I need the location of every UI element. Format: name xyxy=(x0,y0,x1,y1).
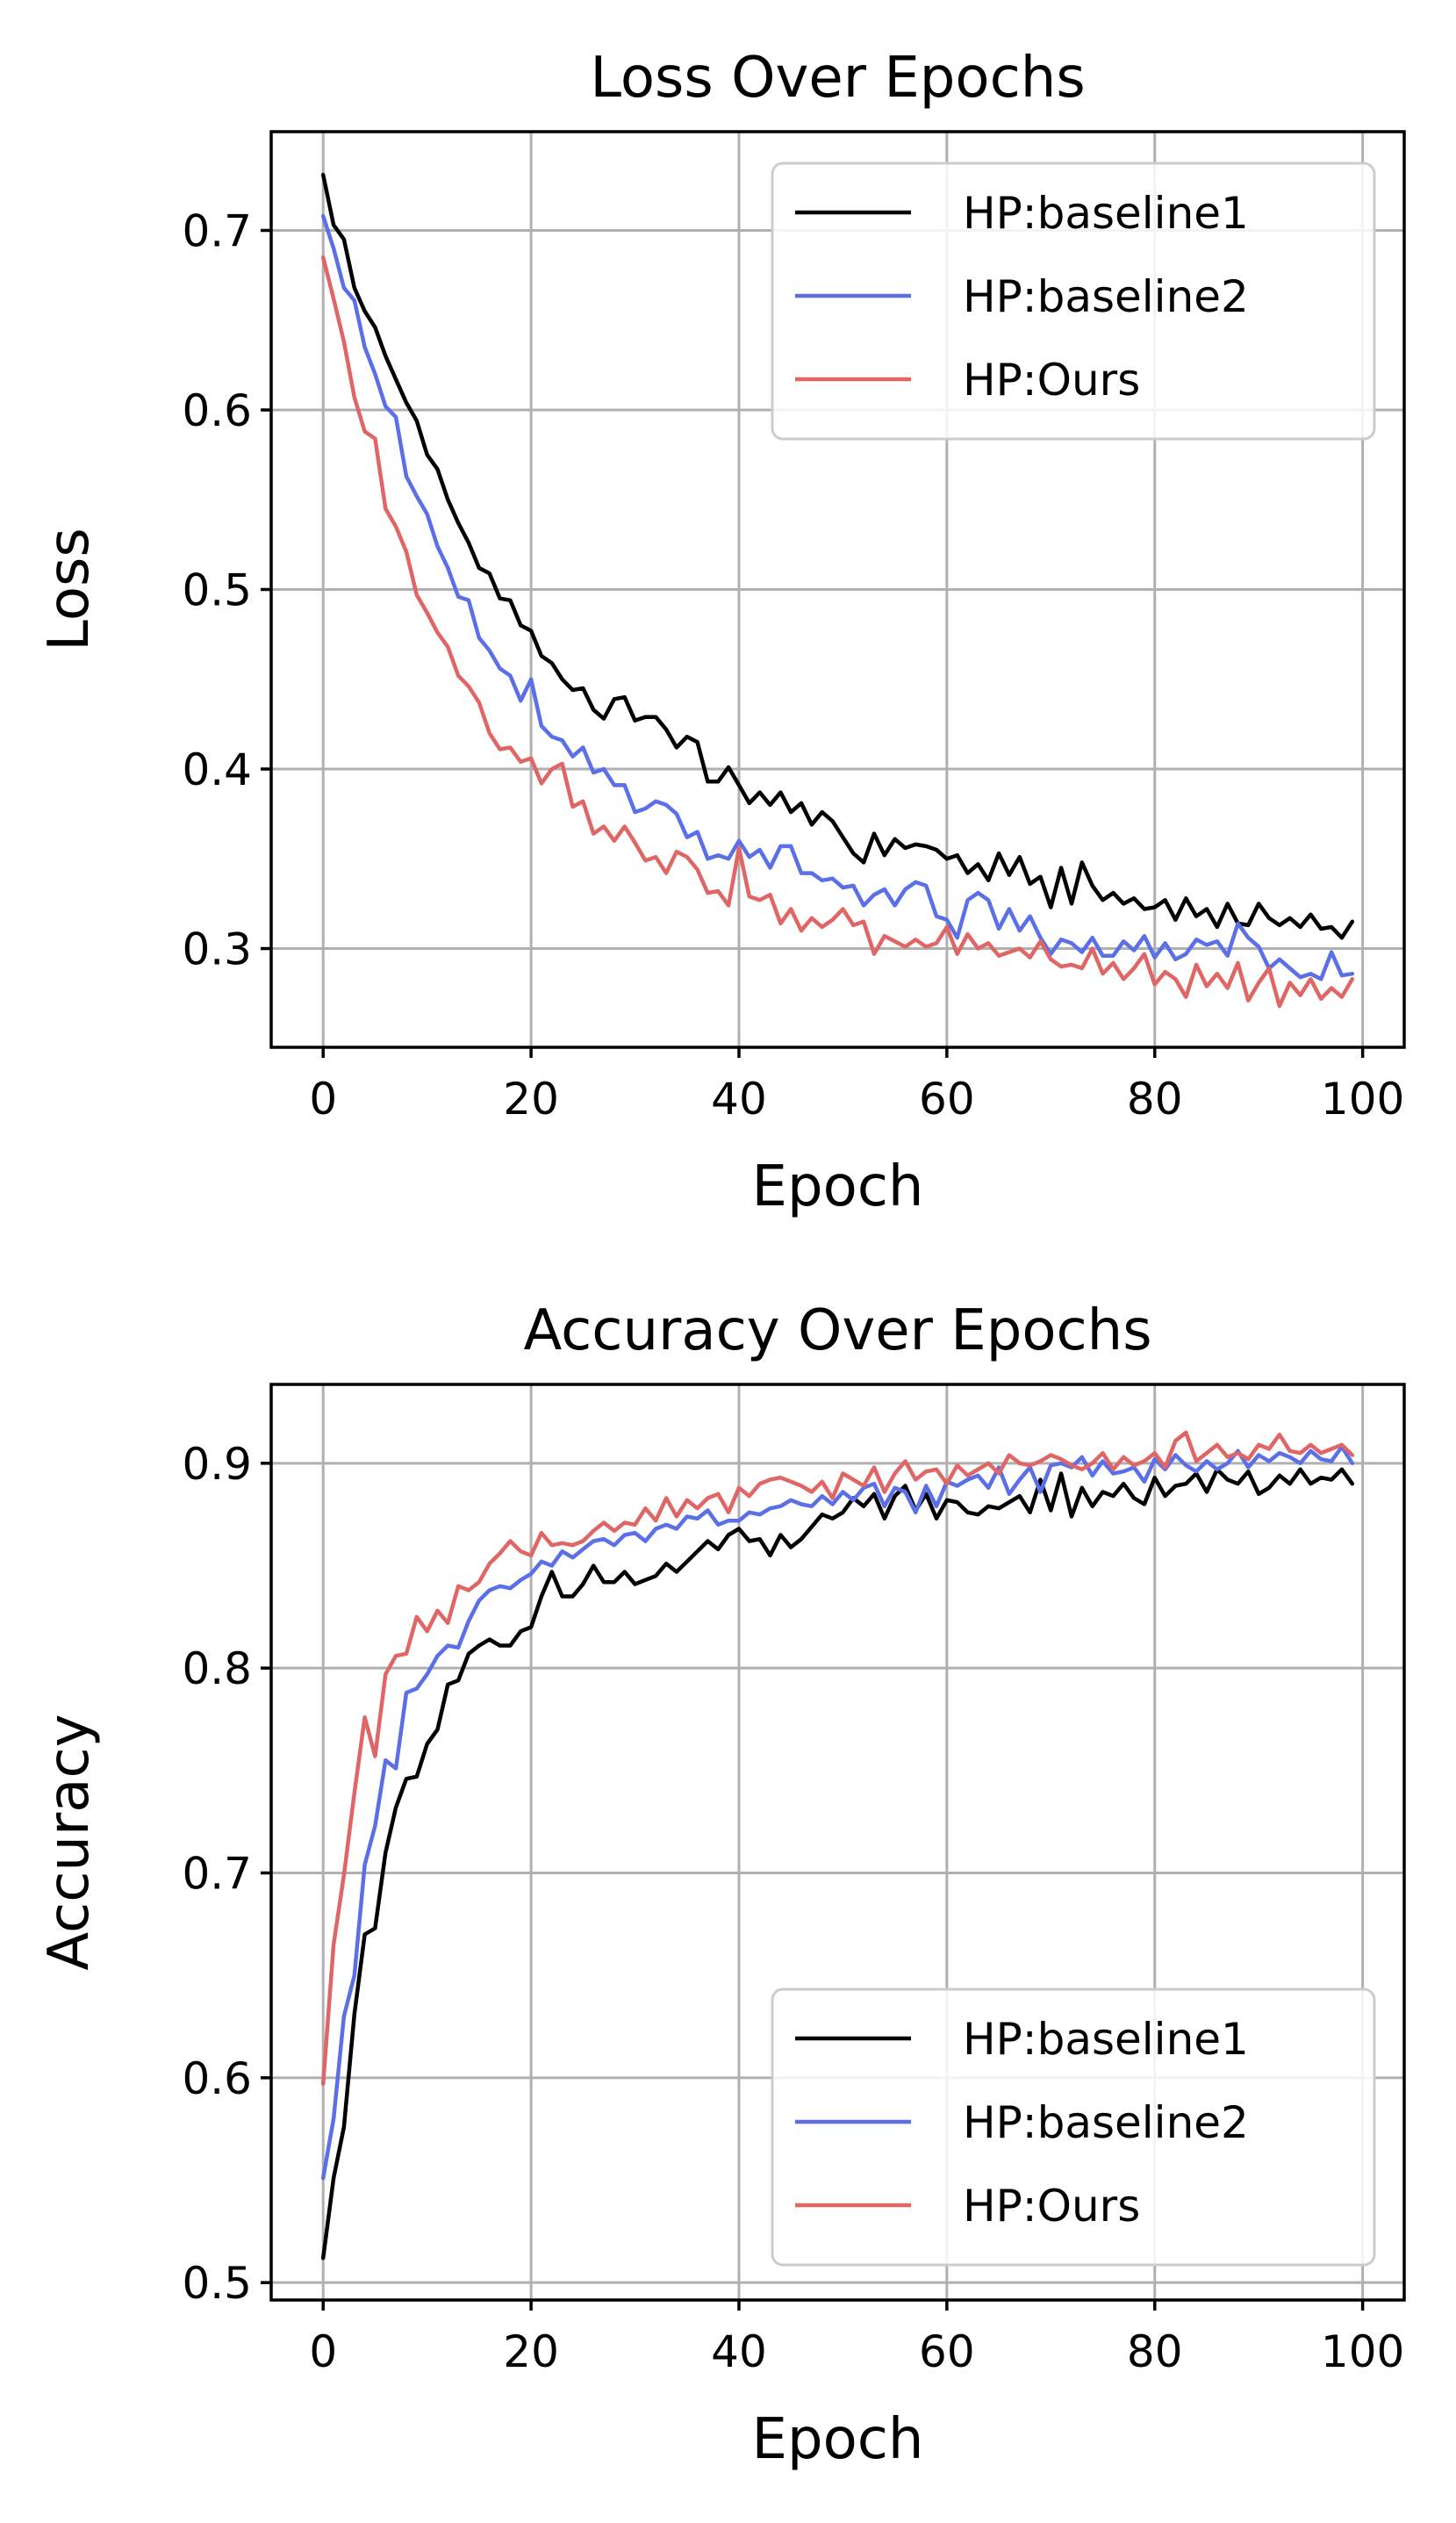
x-tick-label: 0 xyxy=(309,2326,337,2377)
y-tick-label: 0.9 xyxy=(182,1439,252,1490)
y-tick-label: 0.7 xyxy=(182,205,252,256)
legend-entry-label: HP:baseline1 xyxy=(963,2014,1249,2065)
series-line-hp-baseline2 xyxy=(320,213,1355,981)
y-tick-label: 0.3 xyxy=(182,924,252,975)
legend: HP:baseline1 HP:baseline2 HP:Ours xyxy=(771,162,1376,441)
y-tick-label: 0.5 xyxy=(182,565,252,616)
series-line-hp-ours xyxy=(320,1430,1355,2087)
series-line-hp-baseline1 xyxy=(320,172,1355,940)
series-line-hp-baseline2 xyxy=(320,1444,1355,2181)
legend-entry-label: HP:Ours xyxy=(963,355,1140,406)
x-tick-label: 20 xyxy=(503,2326,559,2377)
x-tick-label: 20 xyxy=(503,1074,559,1125)
x-tick-label: 0 xyxy=(309,1074,337,1125)
legend-box xyxy=(771,162,1376,441)
plot-frame xyxy=(269,1383,1406,2302)
x-tick-label: 80 xyxy=(1127,1074,1183,1125)
y-tick-label: 0.6 xyxy=(182,2053,252,2104)
chart-title: Loss Over Epochs xyxy=(590,46,1085,111)
y-axis-label: Accuracy xyxy=(37,1714,102,1970)
x-axis-label: Epoch xyxy=(752,2407,924,2472)
x-tick-label: 40 xyxy=(711,2326,767,2377)
x-tick-label: 80 xyxy=(1127,2326,1183,2377)
y-tick-label: 0.6 xyxy=(182,385,252,436)
x-tick-label: 60 xyxy=(919,2326,975,2377)
legend: HP:baseline1 HP:baseline2 HP:Ours xyxy=(771,1987,1376,2267)
chart-title: Accuracy Over Epochs xyxy=(523,1298,1151,1363)
x-tick-label: 60 xyxy=(919,1074,975,1125)
series-line-hp-ours xyxy=(320,255,1355,1009)
y-tick-label: 0.7 xyxy=(182,1849,252,1900)
y-tick-label: 0.5 xyxy=(182,2258,252,2309)
x-tick-label: 40 xyxy=(711,1074,767,1125)
x-axis-label: Epoch xyxy=(752,1154,924,1219)
legend-box xyxy=(771,1987,1376,2267)
y-tick-label: 0.4 xyxy=(182,744,252,795)
y-tick-label: 0.8 xyxy=(182,1643,252,1694)
legend-entry-label: HP:baseline2 xyxy=(963,271,1249,322)
chart-accuracy: 0 20 40 60 80 100 0.5 0.6 0.7 0.8 0.9 Accuracy Over… xyxy=(37,1298,1406,2472)
x-tick-label: 100 xyxy=(1321,2326,1404,2377)
legend-entry-label: HP:baseline2 xyxy=(963,2097,1249,2148)
legend-entry-label: HP:Ours xyxy=(963,2181,1140,2232)
series-line-hp-baseline1 xyxy=(320,1467,1355,2261)
y-axis-label: Loss xyxy=(37,528,102,651)
legend-entry-label: HP:baseline1 xyxy=(963,188,1249,239)
x-tick-label: 100 xyxy=(1321,1074,1404,1125)
chart-loss: 0 20 40 60 80 100 0.3 0.4 0.5 0.6 0.7 Loss Over Epo… xyxy=(37,46,1406,1219)
